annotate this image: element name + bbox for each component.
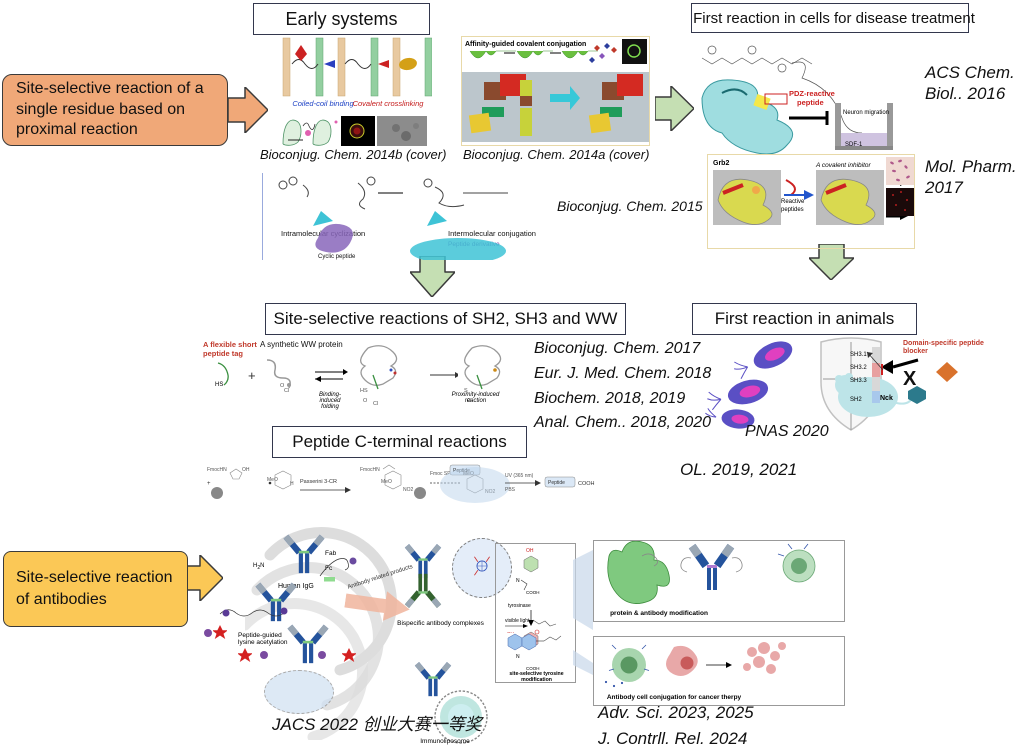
svg-text:tyrosinase: tyrosinase bbox=[508, 603, 531, 609]
svg-text:O: O bbox=[363, 398, 368, 404]
svg-text:OH: OH bbox=[242, 467, 250, 473]
svg-text:Cl: Cl bbox=[373, 401, 378, 407]
svg-text:SH3.3: SH3.3 bbox=[850, 378, 867, 384]
svg-text:Cl: Cl bbox=[284, 388, 289, 393]
svg-text:Passerini 3-CR: Passerini 3-CR bbox=[300, 479, 337, 485]
svg-text:protein & antibody modificatio: protein & antibody modification bbox=[610, 610, 708, 617]
svg-text:SH2: SH2 bbox=[850, 397, 862, 403]
svg-text:visible light: visible light bbox=[505, 618, 530, 624]
svg-text:peptide: peptide bbox=[797, 98, 824, 107]
svg-text:Covalent crosslinking: Covalent crosslinking bbox=[353, 99, 425, 108]
svg-text:H: H bbox=[290, 481, 294, 487]
svg-text:FmocHN: FmocHN bbox=[360, 467, 380, 473]
svg-text:PDZ-reactive: PDZ-reactive bbox=[789, 89, 835, 98]
svg-text:FmocHN: FmocHN bbox=[207, 467, 227, 473]
svg-text:COOH: COOH bbox=[526, 590, 540, 595]
svg-text:peptides: peptides bbox=[781, 207, 804, 213]
svg-text:A covalent inhibitor: A covalent inhibitor bbox=[815, 162, 872, 169]
svg-text:PBS: PBS bbox=[505, 487, 516, 493]
svg-text:Reactive: Reactive bbox=[781, 199, 805, 205]
svg-text:O: O bbox=[280, 383, 285, 389]
svg-text:Peptide: Peptide bbox=[548, 480, 565, 486]
svg-text:NO2: NO2 bbox=[403, 487, 414, 493]
svg-text:HS: HS bbox=[215, 382, 223, 388]
svg-text:OH: OH bbox=[507, 632, 514, 634]
svg-text:MeO: MeO bbox=[267, 477, 278, 483]
svg-text:+: + bbox=[207, 481, 211, 487]
svg-text:UV (365 nm): UV (365 nm) bbox=[505, 473, 534, 479]
svg-text:N: N bbox=[516, 578, 520, 584]
svg-text:Grb2​: Grb2​ bbox=[713, 160, 729, 167]
svg-text:Cyclic peptide: Cyclic peptide bbox=[318, 254, 356, 260]
svg-text:MeO: MeO bbox=[381, 479, 392, 485]
svg-text:Intermolecular conjugation: Intermolecular conjugation bbox=[448, 229, 536, 238]
svg-text:OH: OH bbox=[526, 548, 534, 554]
svg-text:Coiled-coil binding: Coiled-coil binding bbox=[292, 99, 354, 108]
svg-text:COOH: COOH bbox=[578, 481, 595, 487]
svg-text:HS: HS bbox=[360, 388, 368, 394]
svg-text:Affinity-guided covalent conju: Affinity-guided covalent conjugation bbox=[465, 41, 586, 48]
svg-text:Neuron migration: Neuron migration bbox=[843, 110, 889, 116]
